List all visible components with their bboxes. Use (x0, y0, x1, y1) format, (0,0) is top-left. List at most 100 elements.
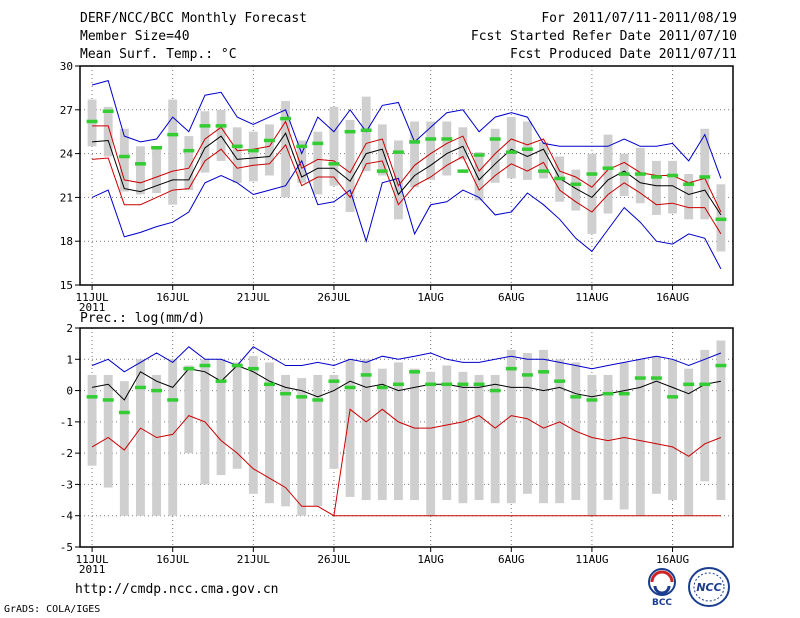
precip-ytick-label: -2 (60, 447, 73, 460)
precip-ensemble-box (377, 368, 387, 501)
temp-ensemble-box (700, 128, 710, 220)
precip-series-mean (92, 364, 721, 401)
forecast-produced-date: Fcst Produced Date 2011/07/11 (510, 47, 737, 62)
precip-ensemble-box (136, 359, 145, 516)
precip-ensemble-box (329, 374, 339, 469)
temp-series-lower-pct (92, 143, 722, 235)
precip-ensemble-box (716, 340, 726, 501)
temp-ytick-label: 15 (60, 279, 73, 292)
precip-ytick-label: -1 (60, 416, 73, 429)
precip-series-member-min (333, 408, 722, 516)
temp-ensemble-box (103, 106, 113, 157)
precip-ensemble-box (555, 359, 565, 504)
precip-xtick-label: 11AUG (575, 553, 608, 566)
precip-ensemble-box (184, 365, 194, 454)
forecast-started-date: Fcst Started Refer Date 2011/07/10 (470, 29, 737, 44)
temp-ytick-label: 21 (60, 191, 73, 204)
bcc-logo-text: BCC (652, 598, 672, 608)
temp-series-max-upper (91, 79, 722, 179)
precip-xtick-label: 11JUL (76, 553, 109, 566)
precip-ensemble-box (619, 362, 629, 510)
precip-ensemble-box (297, 378, 307, 516)
temp-ensemble-box (119, 128, 129, 192)
precip-ensemble-box (394, 362, 403, 501)
temp-ensemble-box (345, 120, 355, 212)
precip-ytick-label: 1 (66, 353, 73, 366)
precip-ensemble-box (345, 359, 355, 497)
forecast-period: For 2011/07/11-2011/08/19 (541, 11, 737, 26)
precip-series-min (91, 415, 721, 517)
temp-xtick-label: 11AUG (575, 291, 608, 304)
temp-xtick-label: 16AUG (656, 291, 689, 304)
temp-ensemble-box (474, 152, 484, 201)
precip-xtick-label: 21JUL (237, 553, 270, 566)
temp-ensemble-box (539, 141, 548, 179)
temp-ensemble-box (506, 117, 516, 179)
member-size-label: Member Size=40 (80, 29, 190, 44)
precip-ytick-label: 2 (66, 322, 73, 335)
temp-ensemble-box (248, 131, 258, 182)
temp-ensemble-box (571, 169, 581, 211)
precip-ensemble-box (490, 374, 500, 504)
ncc-logo: NCC (688, 567, 730, 607)
precip-ensemble-box (474, 374, 484, 501)
temp-ensemble-box (442, 121, 452, 176)
temp-ensemble-box (587, 153, 597, 234)
precip-ensemble-box (232, 362, 242, 469)
precip-ensemble-box (248, 356, 258, 494)
precip-ensemble-box (522, 353, 532, 494)
precip-ensemble-box (635, 359, 645, 516)
precip-xtick-label: 16JUL (156, 553, 189, 566)
temp-ytick-label: 30 (60, 60, 73, 73)
precip-ensemble-box (313, 374, 323, 507)
precip-xtick-label: 26JUL (317, 553, 350, 566)
precip-ensemble-box (668, 359, 677, 501)
precip-ytick-label: -4 (60, 510, 74, 523)
temp-ensemble-box (232, 127, 242, 183)
bcc-logo: BCC (648, 568, 676, 608)
ncc-logo-text: NCC (696, 581, 721, 594)
precip-ytick-label: -5 (60, 541, 73, 554)
precip-ensemble-box (410, 368, 419, 501)
temp-series-upper-pct (92, 120, 722, 213)
precip-ensemble-box (281, 374, 291, 507)
grads-credit: GrADS: COLA/IGES (4, 604, 101, 615)
precip-ensemble-box (216, 359, 226, 476)
temp-ytick-label: 24 (60, 148, 74, 161)
temp-ensemble-box (200, 111, 210, 173)
precip-ensemble-box (168, 359, 178, 516)
temp-xtick-label: 11JUL (76, 291, 109, 304)
precip-year-label: 2011 (79, 563, 106, 576)
temp-xtick-label: 6AUG (498, 291, 525, 304)
precip-ensemble-box (587, 374, 597, 516)
precip-ensemble-box (603, 374, 613, 501)
temp-xtick-label: 21JUL (237, 291, 270, 304)
precip-ensemble-box (684, 368, 694, 516)
precip-ensemble-box (651, 356, 661, 494)
precip-series-max (91, 346, 722, 373)
temp-ensemble-box (313, 131, 323, 195)
precip-ensemble-box (152, 374, 162, 516)
precip-ytick-label: -3 (60, 478, 73, 491)
precip-ensemble-box (458, 371, 468, 504)
temp-ensemble-box (136, 146, 145, 195)
temp-xtick-label: 16JUL (156, 291, 189, 304)
precip-ensemble-box (442, 365, 452, 501)
temp-ensemble-box (651, 160, 661, 215)
temp-ensemble-box (668, 160, 677, 214)
precip-ytick-label: 0 (66, 385, 73, 398)
precip-ensemble-box (361, 359, 371, 501)
precip-xtick-label: 16AUG (656, 553, 689, 566)
precip-xtick-label: 6AUG (498, 553, 525, 566)
precip-ensemble-box (426, 371, 436, 516)
temp-ensemble-box (410, 121, 419, 188)
source-url: http://cmdp.ncc.cma.gov.cn (75, 582, 279, 597)
precip-xtick-label: 1AUG (417, 553, 444, 566)
temp-ensemble-box (361, 96, 371, 172)
temp-xtick-label: 26JUL (317, 291, 350, 304)
temp-series-mean (92, 132, 722, 216)
temp-ensemble-box (265, 124, 274, 176)
temp-ensemble-box (168, 99, 178, 205)
temp-ytick-label: 18 (60, 235, 73, 248)
precip-ensemble-box (506, 349, 516, 504)
